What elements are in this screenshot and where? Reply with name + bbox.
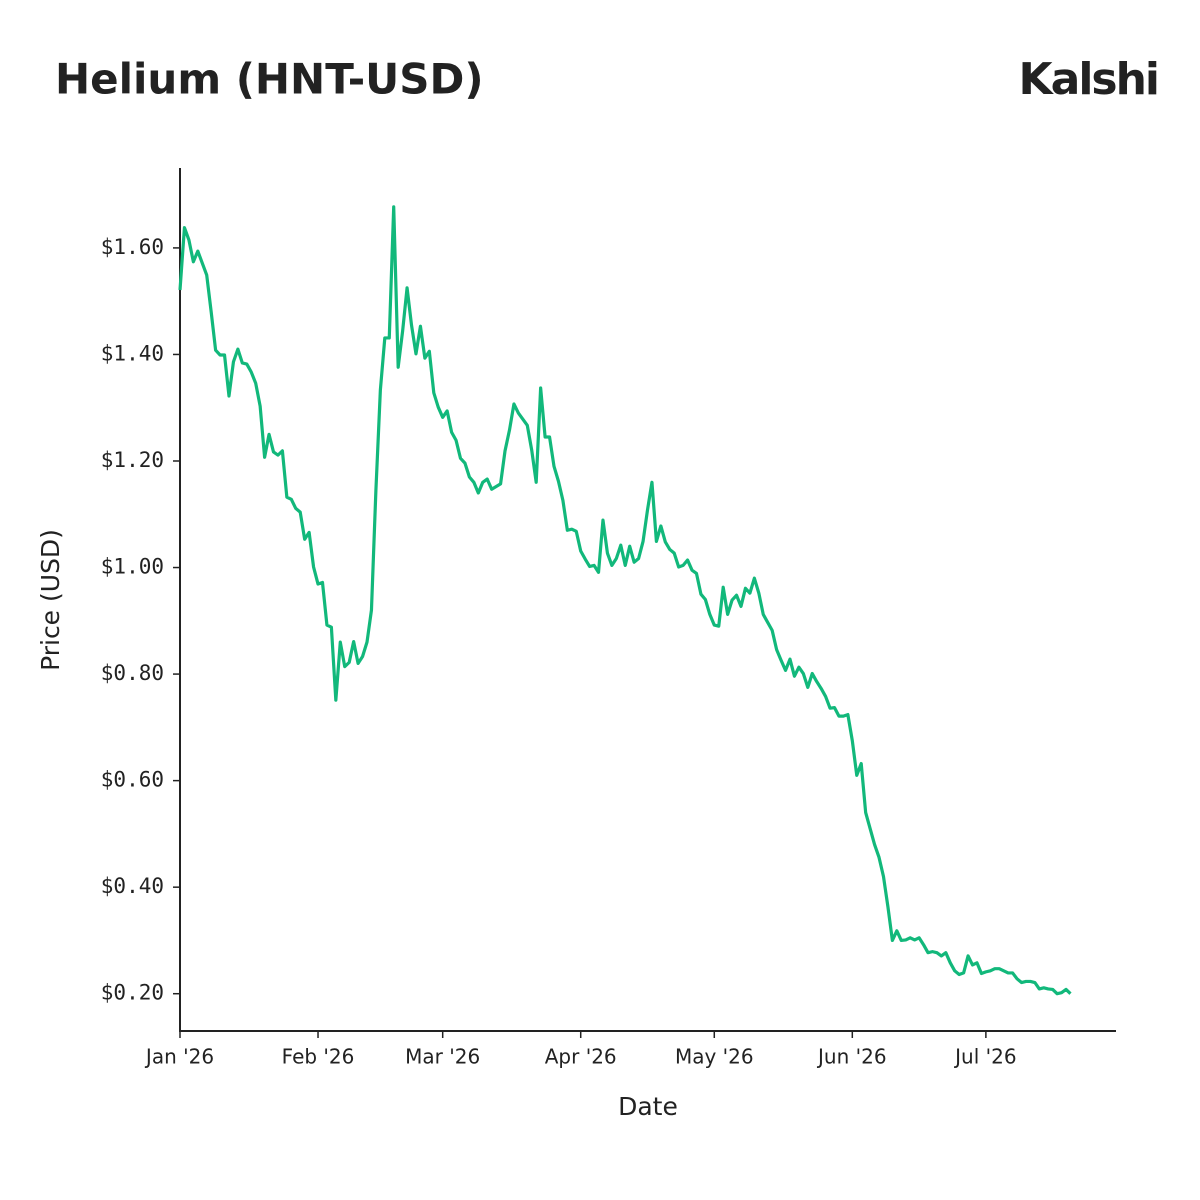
x-tick-label: Mar '26 [405,1045,480,1069]
x-axis-label: Date [618,1092,678,1121]
y-tick-label: $0.60 [101,768,164,792]
y-tick-label: $1.00 [101,555,164,579]
x-tick-label: Feb '26 [282,1045,355,1069]
chart-title: Helium (HNT-USD) [55,55,484,104]
y-tick-label: $0.80 [101,661,164,685]
x-tick-label: Jul '26 [953,1045,1016,1069]
x-tick-label: Jun '26 [816,1045,887,1069]
y-tick-label: $1.40 [101,341,164,365]
y-tick-label: $0.40 [101,874,164,898]
brand-logo: Kalshi [1019,54,1158,105]
x-tick-label: May '26 [675,1045,754,1069]
y-tick-label: $1.60 [101,235,164,259]
x-tick-label: Jan '26 [144,1045,214,1069]
y-tick-label: $1.20 [101,448,164,472]
y-axis-label: Price (USD) [36,529,65,671]
price-line [178,205,1072,996]
x-tick-label: Apr '26 [545,1045,617,1069]
y-tick-label: $0.20 [101,981,164,1005]
